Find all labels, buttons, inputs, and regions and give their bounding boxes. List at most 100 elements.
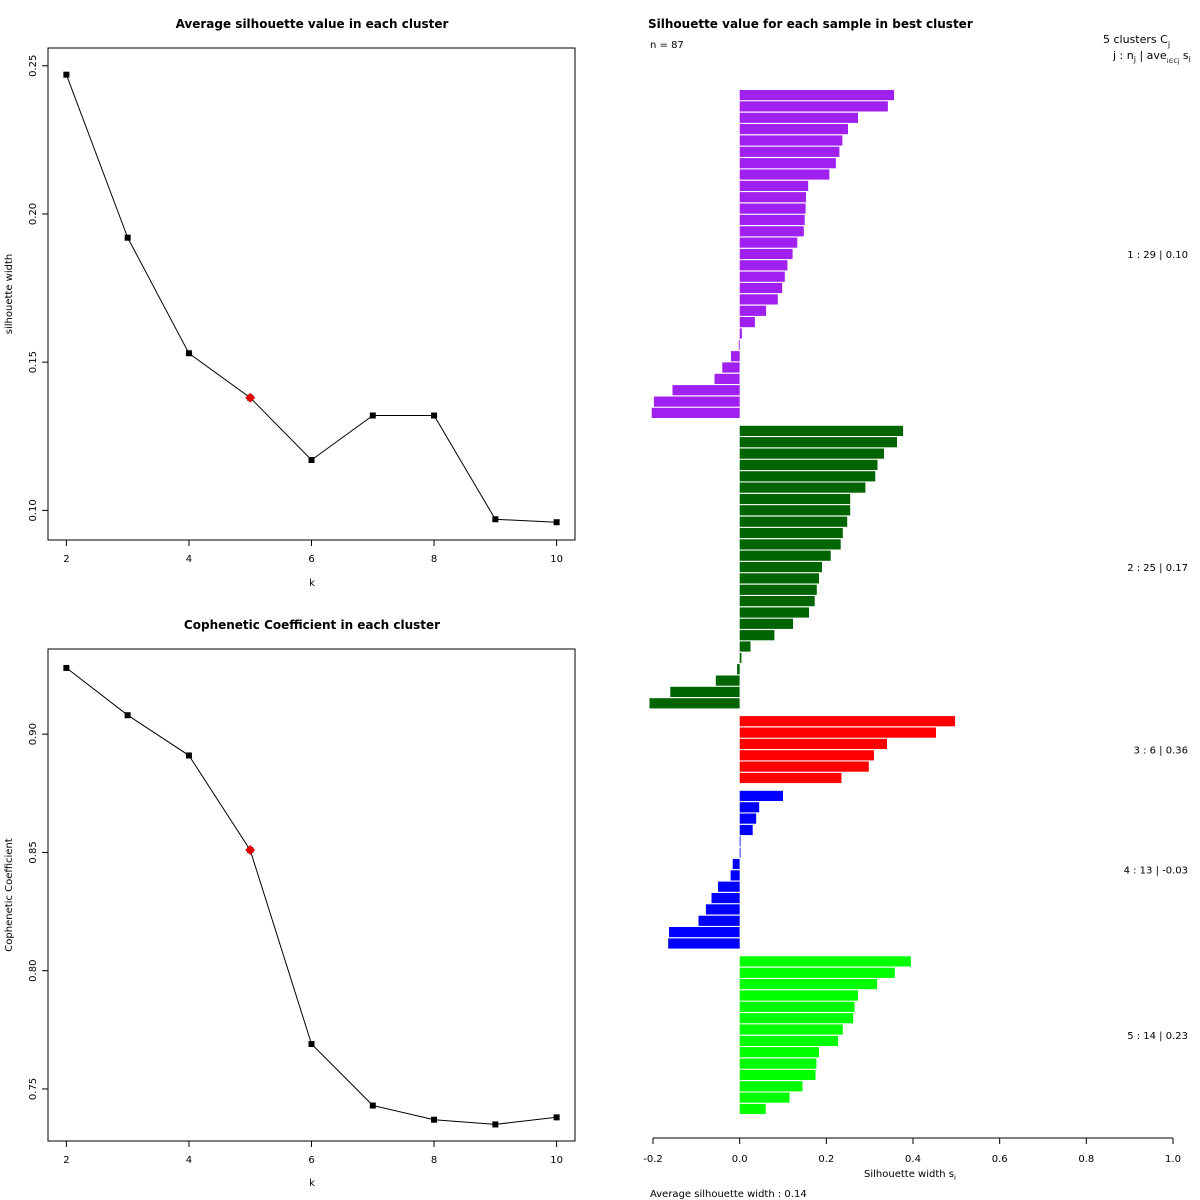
cluster-5-bar-10 <box>739 1058 817 1069</box>
cluster-4-bar-7 <box>732 858 740 870</box>
cluster-2-bar-25 <box>649 698 740 709</box>
legend-header: j : nj | avei∈Cj si <box>1112 49 1191 65</box>
cluster-2-bar-11 <box>739 539 841 550</box>
cluster-3-bar-2 <box>739 727 936 738</box>
silhouette-by-k-point-8 <box>431 412 438 419</box>
cophenetic-by-k-point-8 <box>431 1116 438 1123</box>
cluster-4-label: 4 : 13 | -0.03 <box>1124 866 1188 877</box>
cluster-2-bar-18 <box>739 618 793 629</box>
silhouette-plot-xtick-label-3: 0.4 <box>905 1154 921 1165</box>
cluster-1-bar-14 <box>739 237 798 248</box>
cluster-4-bar-4 <box>739 824 753 836</box>
cluster-2-bar-10 <box>739 527 843 539</box>
cluster-2-bar-4 <box>739 459 878 470</box>
cluster-1-bar-25 <box>722 362 740 373</box>
cluster-4-bar-9 <box>718 881 740 892</box>
cluster-5-bar-8 <box>739 1035 839 1046</box>
cophenetic-by-k-marks <box>63 664 560 1128</box>
silhouette-plot-panel: Silhouette value for each sample in best… <box>643 17 1191 1200</box>
cophenetic-by-k-title: Cophenetic Coefficient in each cluster <box>184 618 440 632</box>
cluster-2-bar-19 <box>739 630 775 641</box>
cluster-1-bar-13 <box>739 226 804 237</box>
cluster-2-bar-21 <box>739 652 742 663</box>
silhouette-by-k-ytick-label-3: 0.25 <box>28 55 39 77</box>
silhouette-plot-title: Silhouette value for each sample in best… <box>648 17 973 31</box>
cluster-1-bar-3 <box>739 112 858 123</box>
cophenetic-by-k-xtick-label-2: 6 <box>308 1155 314 1166</box>
cluster-2-bar-20 <box>739 641 751 652</box>
silhouette-bars <box>649 90 956 1115</box>
cluster-1-bar-7 <box>739 158 836 169</box>
silhouette-by-k-xtick-label-1: 4 <box>186 554 192 565</box>
sample-count-label: n = 87 <box>650 40 684 51</box>
cophenetic-by-k-yticks: 0.75 0.80 0.85 0.90 <box>28 723 48 1100</box>
cophenetic-by-k-series-line <box>66 667 557 1125</box>
cluster-5-bar-6 <box>739 1013 854 1024</box>
cluster-1-bar-5 <box>739 135 843 146</box>
silhouette-by-k-ylabel: silhouette width <box>4 254 15 334</box>
silhouette-by-k-ytick-label-2: 0.20 <box>28 203 39 225</box>
silhouette-by-k-series-line <box>65 74 557 523</box>
cluster-5-bar-12 <box>739 1081 803 1092</box>
silhouette-by-k-xticks: 2 4 6 8 10 <box>63 540 563 565</box>
cluster-1-bar-4 <box>739 124 848 135</box>
silhouette-by-k-point-3 <box>124 234 131 241</box>
cluster-1-bar-6 <box>739 146 840 157</box>
cluster-1-bar-8 <box>739 169 830 180</box>
cluster-1-bar-16 <box>739 260 788 271</box>
silhouette-by-k-ytick-label-0: 0.10 <box>28 499 39 521</box>
silhouette-plot-xtick-label-5: 0.8 <box>1078 1154 1094 1165</box>
cluster-2-bar-6 <box>739 482 866 493</box>
cluster-4-bar-6 <box>739 847 741 858</box>
cluster-1-bar-12 <box>739 214 805 225</box>
silhouette-plot-xlabel: Silhouette width si <box>864 1169 956 1182</box>
cophenetic-by-k-point-6 <box>308 1041 315 1048</box>
cluster-3-bar-3 <box>739 738 887 749</box>
cophenetic-by-k-ylabel: Cophenetic Coefficient <box>4 838 15 951</box>
cluster-2-bar-22 <box>737 664 740 675</box>
cluster-4-bar-5 <box>739 836 741 847</box>
cophenetic-by-k-xtick-label-3: 8 <box>431 1155 437 1166</box>
cophenetic-by-k-point-3 <box>124 712 131 719</box>
silhouette-by-k-marks <box>63 71 560 526</box>
cluster-1-bar-26 <box>714 373 740 384</box>
cluster-4-bar-1 <box>739 790 783 801</box>
silhouette-by-k-point-9 <box>492 516 499 523</box>
cluster-1-bar-22 <box>739 328 742 339</box>
cluster-1-bar-2 <box>739 101 888 112</box>
cluster-4-bar-11 <box>705 904 740 915</box>
cophenetic-by-k-xtick-label-0: 2 <box>63 1155 69 1166</box>
cluster-2-bar-14 <box>739 573 819 584</box>
cluster-2-bar-23 <box>715 675 740 686</box>
silhouette-by-k-xtick-label-3: 8 <box>431 554 437 565</box>
cluster-4-bar-14 <box>668 938 740 949</box>
cophenetic-by-k-xtick-label-4: 10 <box>550 1155 563 1166</box>
cluster-1-bar-15 <box>739 248 793 260</box>
silhouette-by-k-title: Average silhouette value in each cluster <box>176 17 449 31</box>
cluster-2-bar-2 <box>739 437 897 448</box>
cluster-2-bar-1 <box>739 425 904 436</box>
cophenetic-by-k-point-9 <box>492 1121 499 1128</box>
cluster-1-bar-21 <box>739 317 755 328</box>
cluster-4-bar-2 <box>739 802 760 813</box>
silhouette-by-k-yticks: 0.10 0.15 0.20 0.25 <box>28 55 48 521</box>
cluster-5-bar-3 <box>739 979 878 990</box>
cluster-1-bar-1 <box>739 90 894 101</box>
silhouette-by-k-frame <box>47 47 576 541</box>
cophenetic-by-k-point-10 <box>553 1114 560 1121</box>
silhouette-by-k-xlabel: k <box>309 578 315 589</box>
silhouette-plot-xticks: -0.2 0.0 0.2 0.4 0.6 0.8 1.0 <box>643 1137 1181 1165</box>
average-silhouette-label: Average silhouette width : 0.14 <box>650 1189 807 1200</box>
cluster-3-bar-5 <box>739 761 869 772</box>
cluster-5-bar-14 <box>739 1103 766 1115</box>
cluster-1-bar-17 <box>739 271 785 282</box>
cluster-2-bar-12 <box>739 550 831 561</box>
cluster-5-bar-13 <box>739 1092 790 1103</box>
cluster-1-bar-11 <box>739 203 806 214</box>
cophenetic-by-k-xticks: 2 4 6 8 10 <box>63 1141 563 1166</box>
cophenetic-by-k-xtick-label-1: 4 <box>186 1155 192 1166</box>
cluster-2-bar-16 <box>739 596 815 607</box>
cluster-5-bar-2 <box>739 967 895 978</box>
cluster-2-bar-9 <box>739 516 848 527</box>
